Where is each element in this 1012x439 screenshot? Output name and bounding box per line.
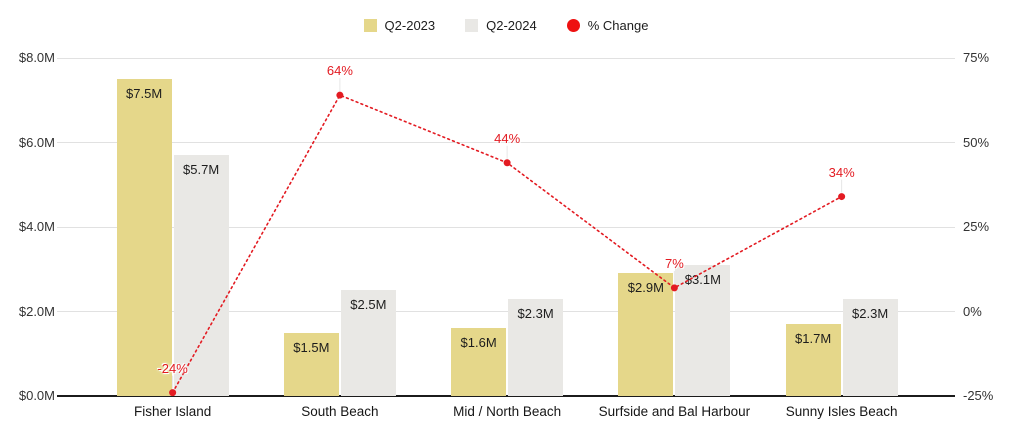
y-axis-tick-left: $2.0M	[18, 303, 55, 319]
pct-change-label: 44%	[494, 130, 521, 146]
pct-change-point-3[interactable]	[670, 284, 678, 292]
bar-value-label: $2.5M	[350, 297, 387, 313]
bar-value-label: $2.3M	[517, 305, 554, 321]
legend-item-q2-2024[interactable]: Q2-2024	[465, 18, 537, 33]
pct-change-point-1[interactable]	[336, 91, 344, 99]
bar-value-label: $1.6M	[460, 335, 497, 351]
legend: Q2-2023 Q2-2024 % Change	[0, 15, 1012, 35]
bar-value-label: $2.3M	[852, 305, 889, 321]
x-axis-baseline	[57, 395, 955, 397]
legend-marker-square-icon	[363, 18, 377, 32]
legend-item-q2-2023[interactable]: Q2-2023	[363, 17, 436, 33]
legend-marker-circle-icon	[566, 18, 580, 32]
legend-label: Q2-2024	[486, 17, 537, 33]
y-axis-tick-right: 75%	[963, 50, 990, 65]
y-axis-tick-left: $0.0M	[18, 388, 55, 403]
x-axis-category-label: Fisher Island	[133, 404, 212, 419]
pct-change-label: 64%	[326, 63, 353, 79]
y-axis-tick-right: 25%	[963, 219, 990, 234]
x-axis-category-label: South Beach	[301, 404, 379, 419]
pct-change-label: 7%	[664, 255, 684, 271]
legend-label: % Change	[587, 17, 649, 33]
pct-change-label: 34%	[828, 164, 855, 180]
bar-value-label: $5.7M	[183, 162, 220, 178]
pct-change-point-4[interactable]	[838, 193, 846, 201]
pct-change-label: -24%	[157, 360, 188, 376]
bar-value-label: $3.1M	[684, 272, 721, 288]
pct-change-point-2[interactable]	[503, 159, 511, 167]
legend-label: Q2-2023	[384, 17, 436, 33]
gridline	[57, 57, 955, 59]
legend-marker-square-icon	[465, 18, 479, 32]
y-axis-tick-right: 0%	[963, 303, 982, 319]
x-axis-category-label: Surfside and Bal Harbour	[598, 404, 751, 419]
y-axis-tick-right: 50%	[963, 134, 990, 150]
bar-value-label: $7.5M	[126, 86, 163, 102]
x-axis-category-label: Sunny Isles Beach	[785, 404, 898, 419]
y-axis-tick-left: $8.0M	[18, 50, 55, 65]
y-axis-tick-left: $6.0M	[18, 134, 55, 150]
bar-q2-2023-0[interactable]	[116, 79, 172, 396]
legend-item-pct-change[interactable]: % Change	[566, 17, 649, 33]
bar-value-label: $1.7M	[795, 331, 832, 347]
x-axis-category-label: Mid / North Beach	[453, 404, 562, 419]
pct-change-point-0[interactable]	[169, 389, 177, 397]
y-axis-tick-right: -25%	[963, 388, 994, 403]
y-axis-tick-left: $4.0M	[18, 219, 55, 234]
bar-value-label: $1.5M	[293, 339, 330, 355]
bar-q2-2024-4[interactable]	[842, 298, 898, 396]
